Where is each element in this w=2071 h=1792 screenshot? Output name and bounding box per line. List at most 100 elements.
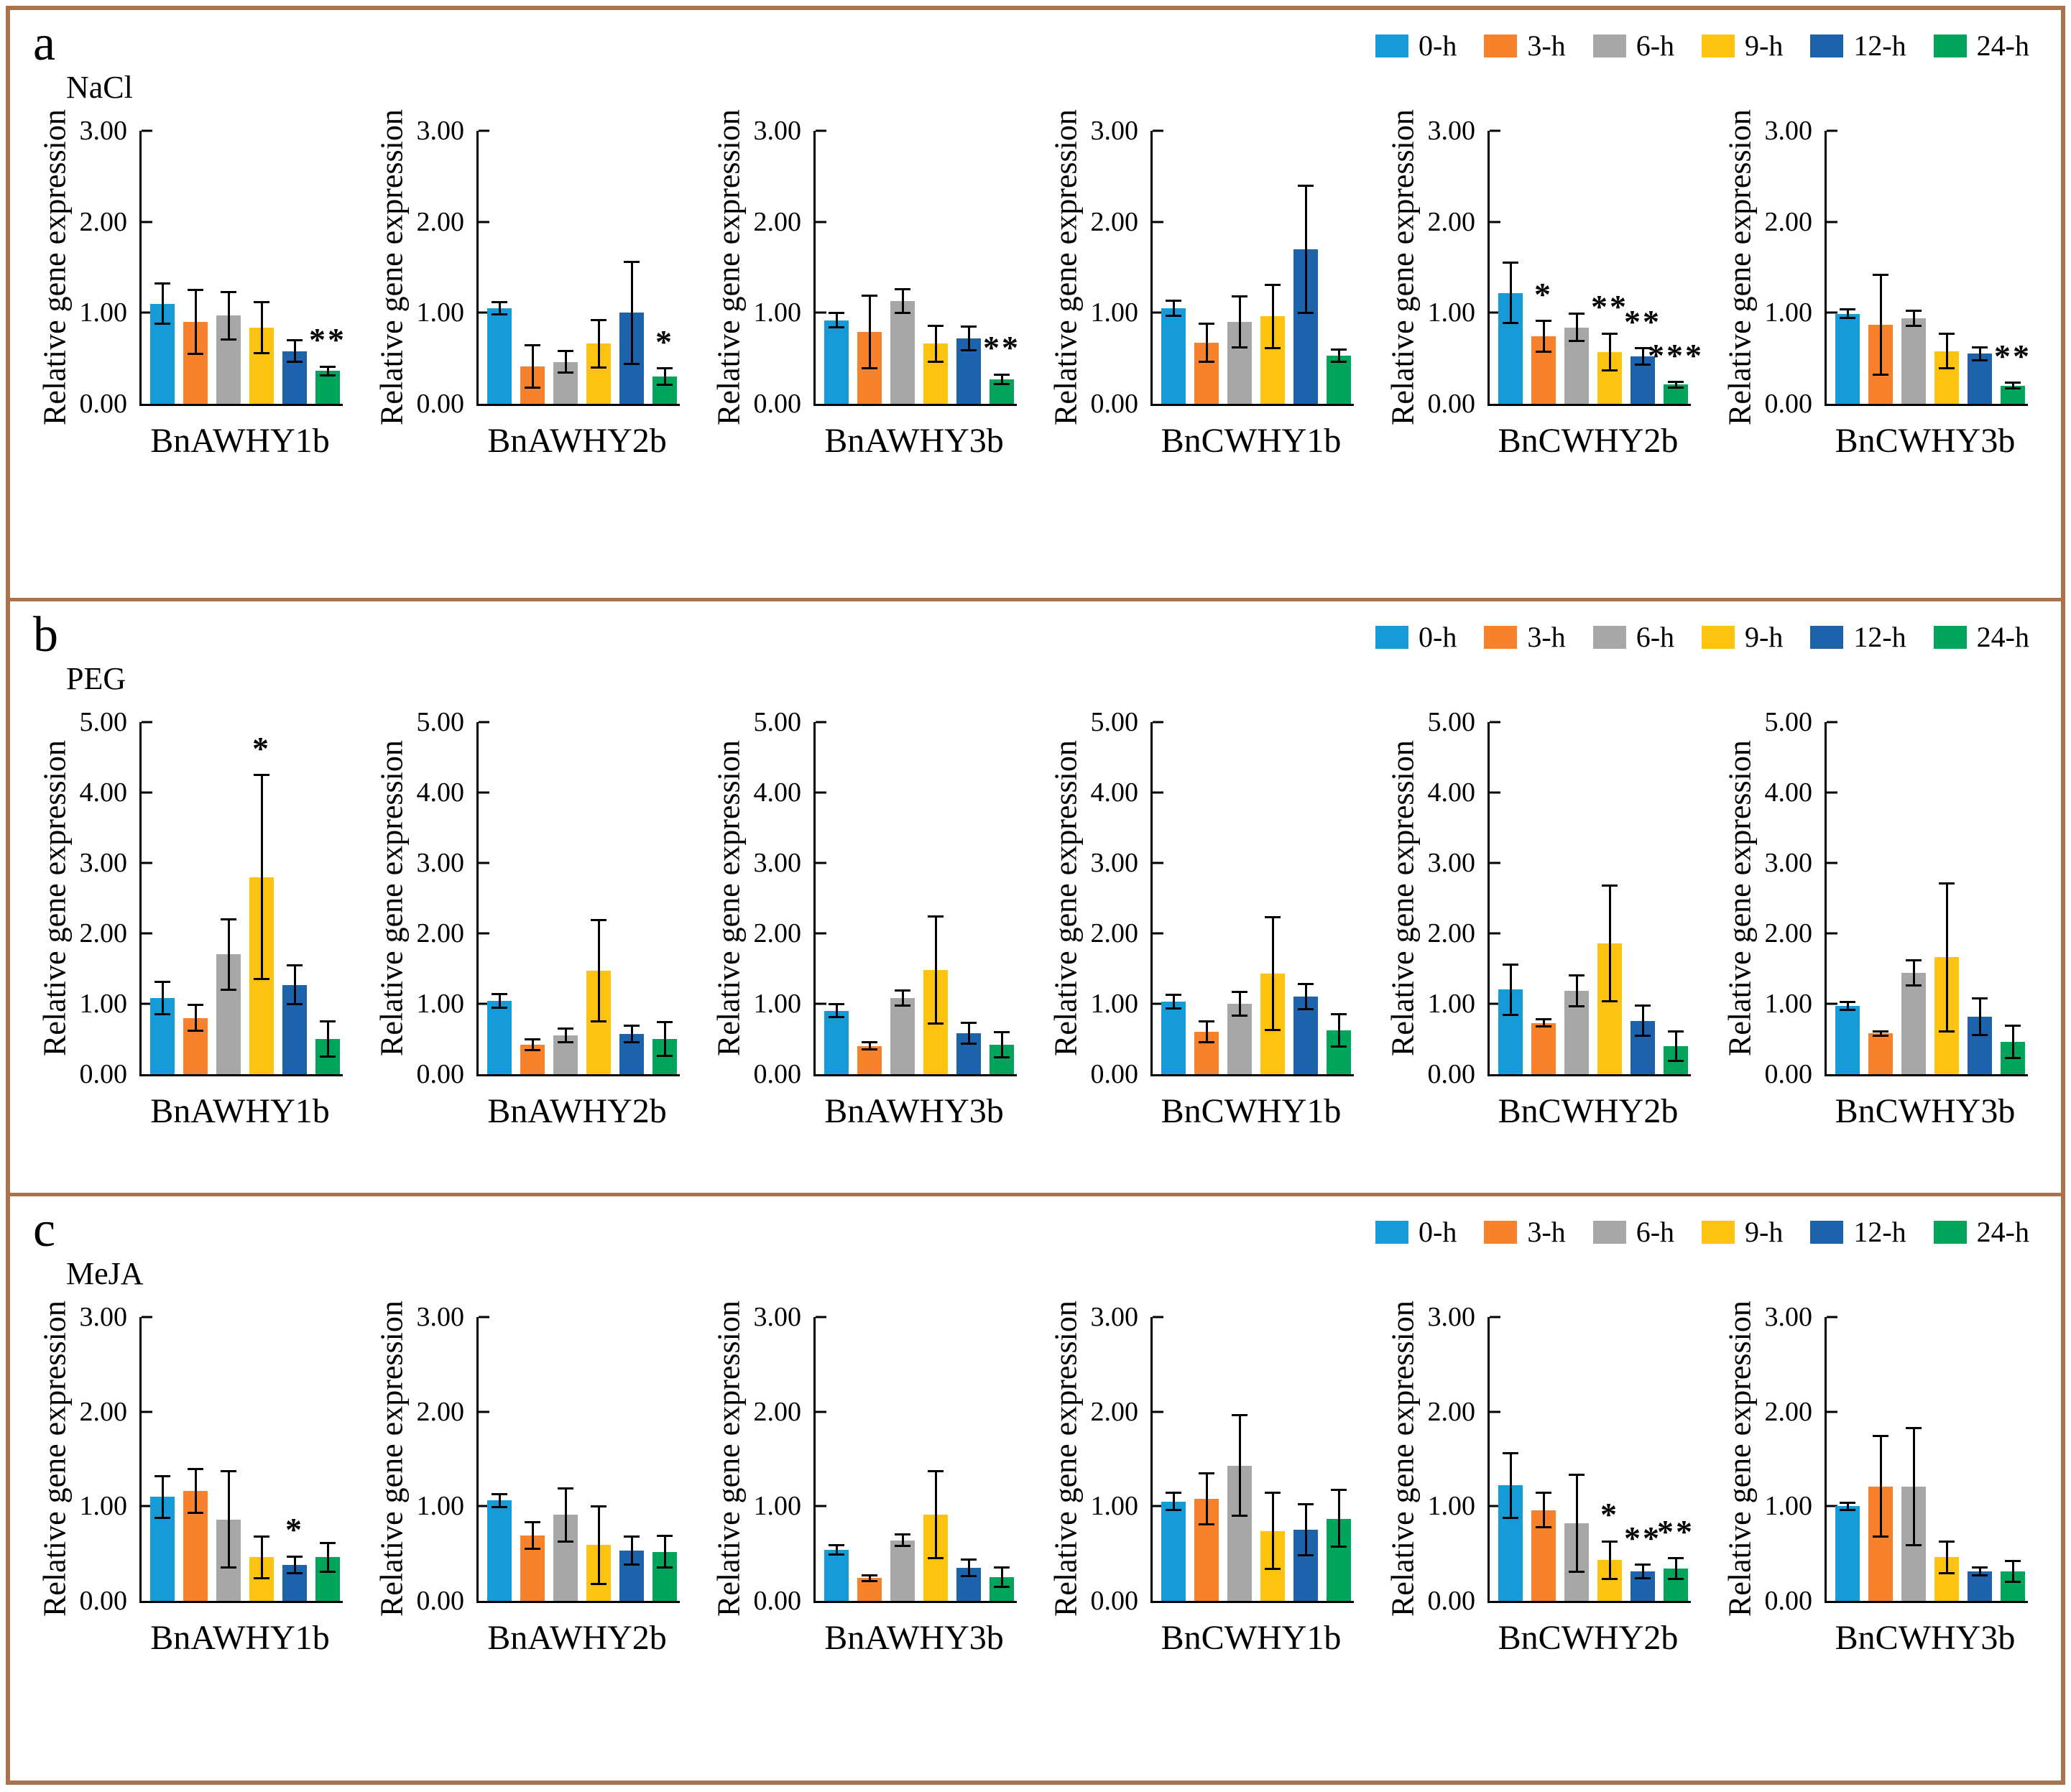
error-cap-top <box>1840 1501 1855 1504</box>
legend-item: 0-h <box>1375 620 1457 654</box>
gene-label: BnCWHY1b <box>1161 1092 1342 1130</box>
error-cap-bottom <box>1232 1515 1247 1517</box>
error-bar <box>260 1536 263 1579</box>
error-bar <box>227 292 230 340</box>
error-cap-bottom <box>1536 1025 1551 1027</box>
error-bar <box>1945 333 1948 369</box>
error-cap-bottom <box>1972 1033 1988 1036</box>
error-cap-top <box>1199 323 1214 325</box>
y-tick-label: 0.00 <box>753 1586 802 1616</box>
error-cap-bottom <box>1298 1008 1314 1011</box>
legend: 0-h 3-h 6-h 9-h 12-h 24-h <box>1375 620 2029 654</box>
error-bar <box>663 368 666 385</box>
error-cap-bottom <box>320 1570 336 1573</box>
y-tick-label: 2.00 <box>753 206 802 237</box>
error-cap-top <box>558 1487 573 1490</box>
error-cap-top <box>1906 959 1922 961</box>
error-cap-bottom <box>1298 311 1314 314</box>
error-cap-bottom <box>1199 361 1214 364</box>
chart-BnAWHY2b: Relative gene expression 0.00 1.00 2.00 3.00… <box>369 109 706 490</box>
error-cap-bottom <box>154 323 170 325</box>
error-cap-bottom <box>994 1585 1010 1588</box>
error-cap-bottom <box>1265 1028 1281 1031</box>
legend-label: 24-h <box>1976 29 2029 62</box>
error-bar <box>1271 1492 1274 1569</box>
gene-label: BnCWHY2b <box>1498 422 1679 460</box>
y-tick <box>1490 1002 1500 1005</box>
bar-12-h <box>1968 354 1992 404</box>
error-bar <box>260 302 263 354</box>
chart-BnCWHY1b: Relative gene expression 0.00 1.00 2.00 3.00… <box>1043 1301 1380 1687</box>
error-cap-top <box>492 300 507 303</box>
plot-area: 0.00 1.00 2.00 3.00 4.00 5.00 <box>754 707 1017 1089</box>
error-cap-bottom <box>1939 1572 1955 1575</box>
error-cap-top <box>657 367 673 370</box>
plot-area: 0.00 1.00 2.00 3.00 ** <box>80 116 345 419</box>
y-tick <box>1827 311 1837 314</box>
bar-0-h <box>487 1500 512 1601</box>
error-bar <box>1304 1504 1307 1556</box>
y-tick-label: 3.00 <box>1764 116 1813 146</box>
legend-item: 12-h <box>1810 29 1906 63</box>
error-cap-bottom <box>961 348 977 351</box>
y-tick <box>816 1316 826 1318</box>
error-cap-bottom <box>525 386 540 389</box>
error-cap-bottom <box>994 382 1010 385</box>
y-tick-label: 2.00 <box>1427 1396 1476 1427</box>
y-tick-label: 3.00 <box>416 1302 465 1332</box>
y-tick-label: 2.00 <box>416 1396 465 1427</box>
error-bar <box>1674 382 1677 388</box>
error-cap-top <box>829 1003 844 1006</box>
bar-6-h <box>1901 318 1926 404</box>
error-cap-top <box>928 1470 944 1473</box>
plot-area: 0.00 1.00 2.00 3.00 4.00 5.00 * <box>80 707 343 1089</box>
error-cap-top <box>154 1474 170 1477</box>
error-bar <box>1000 1567 1003 1587</box>
y-tick-label: 3.00 <box>1090 116 1139 146</box>
error-bar <box>901 1534 904 1546</box>
y-tick-label: 4.00 <box>79 777 128 808</box>
error-cap-top <box>1840 1000 1855 1003</box>
error-cap-bottom <box>1906 1543 1922 1546</box>
y-tick <box>816 721 826 724</box>
y-tick-label: 0.00 <box>1764 1059 1813 1089</box>
y-tick <box>1490 1410 1500 1413</box>
legend-label: 3-h <box>1527 621 1566 653</box>
error-bar <box>1337 1490 1340 1547</box>
error-cap-bottom <box>1569 340 1585 343</box>
plot-area: 0.00 1.00 2.00 3.00 4.00 5.00 <box>1428 707 1691 1089</box>
error-cap-top <box>1298 184 1314 187</box>
chart-BnAWHY1b: Relative gene expression 0.00 1.00 2.00 3.00… <box>32 1301 369 1687</box>
error-cap-bottom <box>1166 1509 1181 1512</box>
legend-label: 12-h <box>1853 621 1906 653</box>
legend-item: 9-h <box>1702 29 1783 63</box>
error-bar <box>901 990 904 1006</box>
legend-swatch-9-h <box>1702 1220 1735 1244</box>
error-cap-bottom <box>1602 999 1618 1002</box>
error-cap-bottom <box>287 361 303 364</box>
error-cap-top <box>1569 313 1585 315</box>
error-cap-bottom <box>1166 314 1181 317</box>
legend-swatch-3-h <box>1484 34 1518 57</box>
y-tick-label: 3.00 <box>79 116 128 146</box>
y-tick <box>1827 721 1837 724</box>
bar-12-h <box>1968 1571 1992 1601</box>
plot-area: 0.00 1.00 2.00 3.00 4.00 5.00 <box>417 707 680 1089</box>
error-cap-bottom <box>994 1056 1010 1058</box>
significance-stars: ** <box>983 329 1020 366</box>
charts-row: Relative gene expression 0.00 1.00 2.00 3.00… <box>32 707 2054 1160</box>
error-bar <box>1172 300 1175 316</box>
error-cap-top <box>829 1543 844 1546</box>
bar-3-h <box>1531 1022 1556 1074</box>
error-bar <box>1846 309 1849 318</box>
gene-label: BnAWHY2b <box>487 1092 667 1130</box>
error-cap-bottom <box>657 1566 673 1569</box>
y-tick <box>1827 129 1837 132</box>
error-bar <box>2011 1561 2014 1582</box>
error-bar <box>1674 1558 1677 1579</box>
y-tick <box>1827 1316 1837 1318</box>
error-bar <box>934 916 937 1024</box>
error-cap-bottom <box>1232 346 1247 348</box>
error-bar <box>1846 1002 1849 1010</box>
bar-3-h <box>857 1045 882 1074</box>
